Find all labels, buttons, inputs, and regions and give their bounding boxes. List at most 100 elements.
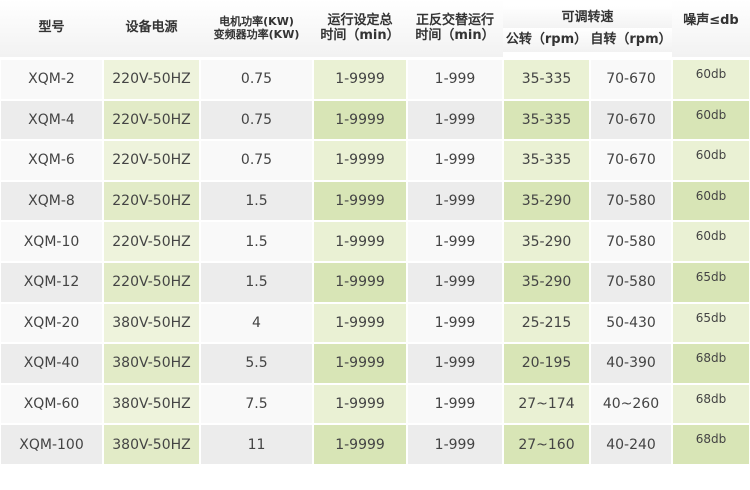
table-cell: 1-999: [408, 100, 502, 140]
table-cell: 220V-50HZ: [104, 222, 199, 261]
table-cell: 1-9999: [314, 303, 406, 343]
table-cell: 4: [201, 303, 312, 343]
table-cell: 220V-50HZ: [104, 181, 199, 221]
table-cell: 380V-50HZ: [104, 344, 199, 383]
table-cell: XQM-60: [1, 384, 102, 424]
header-cell: 型号: [0, 0, 103, 57]
header-text: 设备电源: [125, 20, 178, 36]
table-cell: 60db: [673, 181, 749, 221]
table-cell: 220V-50HZ: [104, 100, 199, 140]
table-cell: 50-430: [591, 303, 671, 343]
table-cell: 380V-50HZ: [104, 384, 199, 424]
table-cell: 1-9999: [314, 344, 406, 383]
table-cell: XQM-12: [1, 263, 102, 302]
table-cell: 1-9999: [314, 222, 406, 261]
table-cell: 68db: [673, 344, 749, 383]
table-cell: 220V-50HZ: [104, 60, 199, 99]
table-cell: 1-999: [408, 60, 502, 99]
table-cell: 27~174: [504, 384, 589, 424]
table-cell: XQM-4: [1, 100, 102, 140]
table-cell: 380V-50HZ: [104, 303, 199, 343]
table-cell: 60db: [673, 222, 749, 261]
table-cell: 1-999: [408, 344, 502, 383]
table-cell: 35-290: [504, 181, 589, 221]
table-cell: XQM-8: [1, 181, 102, 221]
table-cell: 11: [201, 425, 312, 464]
table-cell: 0.75: [201, 141, 312, 180]
table-cell: 27~160: [504, 425, 589, 464]
table-cell: 60db: [673, 141, 749, 180]
table-cell: 65db: [673, 303, 749, 343]
table-cell: 1.5: [201, 222, 312, 261]
table-cell: 35-335: [504, 100, 589, 140]
header-text: 运行设定总: [327, 12, 393, 28]
header-cell: 公转（rpm）: [503, 28, 590, 52]
table-cell: 1-999: [408, 181, 502, 221]
table-cell: 1-9999: [314, 181, 406, 221]
header-text: 型号: [38, 20, 65, 36]
table-cell: 1-999: [408, 141, 502, 180]
table-cell: 1-9999: [314, 384, 406, 424]
header-text: 时间（min）: [320, 27, 400, 43]
table-cell: 220V-50HZ: [104, 141, 199, 180]
table-cell: XQM-6: [1, 141, 102, 180]
table-cell: 35-335: [504, 60, 589, 99]
table-cell: 40~260: [591, 384, 671, 424]
header-text: 电机功率(KW): [219, 14, 294, 28]
table-cell: 40-390: [591, 344, 671, 383]
table-cell: 1-9999: [314, 263, 406, 302]
table-cell: XQM-10: [1, 222, 102, 261]
table-cell: 220V-50HZ: [104, 263, 199, 302]
header-text: 公转（rpm）: [505, 31, 588, 47]
table-cell: 25-215: [504, 303, 589, 343]
header-cell: 设备电源: [103, 0, 200, 57]
table-cell: 20-195: [504, 344, 589, 383]
table-cell: 70-580: [591, 263, 671, 302]
table-cell: 68db: [673, 425, 749, 464]
header-cell: 正反交替运行 时间（min）: [407, 0, 503, 57]
header-cell: 运行设定总 时间（min）: [313, 0, 407, 57]
table-cell: 70-670: [591, 60, 671, 99]
header-text: 变频器功率(KW): [213, 27, 300, 41]
table-cell: 35-290: [504, 222, 589, 261]
table-cell: 5.5: [201, 344, 312, 383]
table-cell: 0.75: [201, 60, 312, 99]
table-cell: 7.5: [201, 384, 312, 424]
table-cell: 1-999: [408, 425, 502, 464]
table-cell: 40-240: [591, 425, 671, 464]
table-cell: 1-999: [408, 303, 502, 343]
table-cell: 35-290: [504, 263, 589, 302]
table-cell: 68db: [673, 384, 749, 424]
table-cell: 70-670: [591, 100, 671, 140]
table-cell: 1-9999: [314, 60, 406, 99]
table-cell: 70-580: [591, 222, 671, 261]
header-text: 自转（rpm）: [590, 31, 672, 47]
table-cell: 65db: [673, 263, 749, 302]
header-text: 时间（min）: [415, 27, 495, 43]
table-cell: 1-9999: [314, 100, 406, 140]
header-cell: 噪声≤db: [672, 0, 750, 57]
table-cell: 60db: [673, 60, 749, 99]
table-cell: 1-999: [408, 384, 502, 424]
table-cell: XQM-20: [1, 303, 102, 343]
table-cell: 1.5: [201, 263, 312, 302]
header-cell: 可调转速: [503, 6, 672, 30]
table-cell: 35-335: [504, 141, 589, 180]
table-cell: XQM-100: [1, 425, 102, 464]
table-cell: 1-9999: [314, 141, 406, 180]
table-cell: 60db: [673, 100, 749, 140]
table-cell: XQM-40: [1, 344, 102, 383]
table-cell: 1.5: [201, 181, 312, 221]
table-cell: 70-670: [591, 141, 671, 180]
table-cell: 1-999: [408, 263, 502, 302]
header-text: 正反交替运行: [415, 12, 494, 28]
table-cell: 1-9999: [314, 425, 406, 464]
table-cell: 0.75: [201, 100, 312, 140]
table-cell: 380V-50HZ: [104, 425, 199, 464]
table-cell: XQM-2: [1, 60, 102, 99]
header-cell: 自转（rpm）: [590, 28, 672, 52]
header-cell: 电机功率(KW) 变频器功率(KW): [200, 0, 313, 57]
header-text: 噪声≤db: [683, 13, 739, 28]
table-cell: 70-580: [591, 181, 671, 221]
